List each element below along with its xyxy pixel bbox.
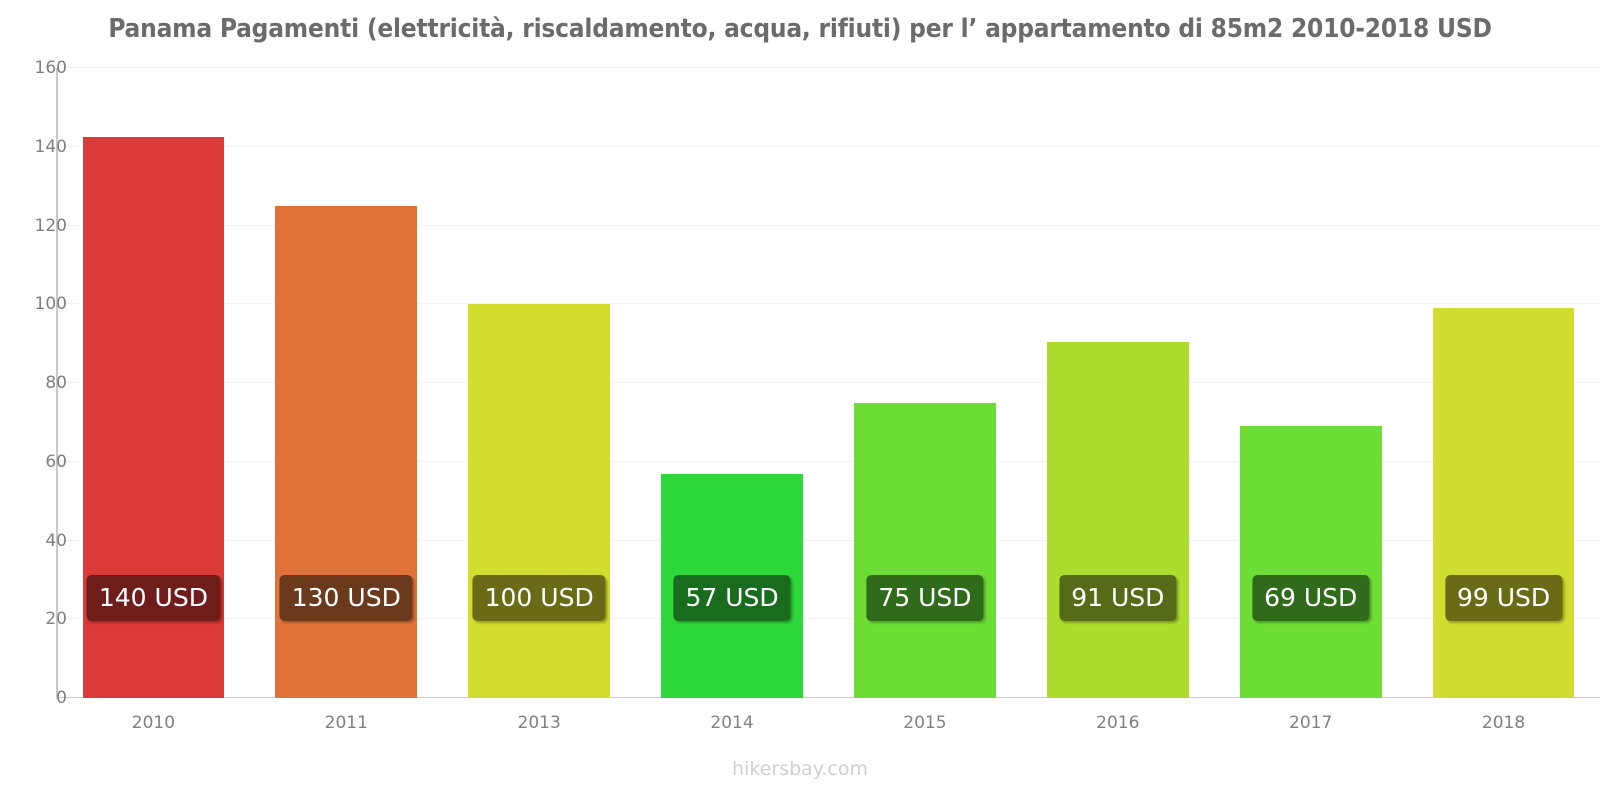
- gridline-100: [57, 303, 1600, 305]
- x-tick-2017: 2017: [1289, 713, 1333, 733]
- gridline-40: [57, 539, 1600, 541]
- y-tick-120: 120: [34, 215, 67, 236]
- x-tick-2011: 2011: [324, 713, 368, 733]
- chart-area: 140 USD 130 USD 100 USD 57 USD 75 USD 91 USD 6…: [0, 58, 1600, 800]
- x-tick-2015: 2015: [903, 713, 947, 733]
- y-tick-40: 40: [45, 530, 67, 551]
- gridline-80: [57, 382, 1600, 383]
- bar-2016[interactable]: 91 USD: [1046, 341, 1189, 698]
- x-tick-2013: 2013: [517, 713, 561, 733]
- y-tick-160: 160: [34, 58, 67, 78]
- y-tick-80: 80: [45, 373, 67, 393]
- gridline-160: [57, 67, 1600, 68]
- footer-credit: hikersbay.com: [732, 758, 868, 780]
- y-tick-0: 0: [56, 688, 67, 708]
- bar-value-label-2011: 130 USD: [279, 575, 413, 621]
- y-tick-140: 140: [34, 136, 67, 157]
- gridline-20: [57, 618, 1600, 620]
- x-tick-2016: 2016: [1096, 713, 1140, 733]
- bar-2011[interactable]: 130 USD: [275, 205, 418, 698]
- bar-2013[interactable]: 100 USD: [468, 304, 611, 698]
- x-tick-2010: 2010: [131, 713, 176, 733]
- gridline-140: [57, 145, 1600, 147]
- gridline-0: [57, 697, 1600, 698]
- bar-value-label-2017: 69 USD: [1252, 575, 1370, 621]
- plot-region: 140 USD 130 USD 100 USD 57 USD 75 USD 91 USD 6…: [57, 67, 1600, 698]
- gridline-120: [57, 224, 1600, 226]
- bar-2014[interactable]: 57 USD: [661, 473, 803, 698]
- bar-value-label-2016: 91 USD: [1059, 575, 1177, 621]
- x-tick-2018: 2018: [1481, 713, 1526, 733]
- bar-value-label-2018: 99 USD: [1444, 575, 1563, 621]
- bar-2018[interactable]: 99 USD: [1432, 308, 1575, 698]
- bar-2017[interactable]: 69 USD: [1239, 426, 1382, 698]
- y-tick-20: 20: [45, 609, 67, 630]
- y-tick-60: 60: [45, 451, 67, 472]
- bar-2010[interactable]: 140 USD: [82, 136, 225, 698]
- page-title: Panama Pagamenti (elettricità, riscaldam…: [108, 14, 1492, 44]
- bar-value-label-2014: 57 USD: [673, 575, 791, 621]
- y-tick-100: 100: [34, 294, 67, 315]
- x-tick-2014: 2014: [710, 713, 754, 733]
- bar-value-label-2010: 140 USD: [86, 575, 220, 621]
- bar-value-label-2013: 100 USD: [472, 575, 606, 621]
- bar-value-label-2015: 75 USD: [866, 575, 984, 621]
- y-axis-line: [56, 68, 58, 699]
- gridline-60: [57, 460, 1600, 462]
- bar-2015[interactable]: 75 USD: [854, 402, 996, 698]
